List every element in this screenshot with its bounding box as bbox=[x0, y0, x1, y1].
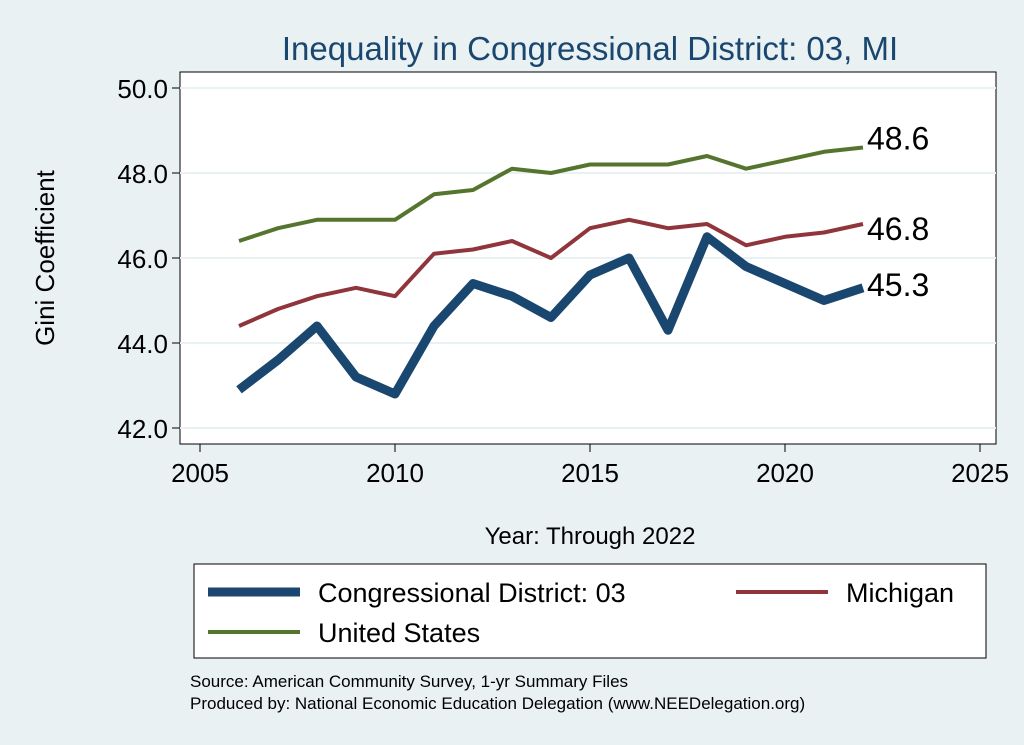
series-lines bbox=[236, 145, 865, 399]
x-tick-label: 2005 bbox=[171, 458, 229, 488]
y-tick-label: 50.0 bbox=[117, 74, 168, 104]
end-label-united-states: 48.6 bbox=[867, 121, 929, 157]
line-united-states bbox=[238, 145, 864, 243]
line-district bbox=[236, 232, 865, 399]
x-axis-title: Year: Through 2022 bbox=[485, 523, 696, 550]
x-tick-label: 2025 bbox=[951, 458, 1009, 488]
producer-note: Produced by: National Economic Education… bbox=[190, 694, 805, 713]
x-tick-label: 2010 bbox=[366, 458, 424, 488]
end-label-district: 45.3 bbox=[867, 267, 929, 303]
legend-label-michigan: Michigan bbox=[846, 578, 954, 608]
x-tick-label: 2015 bbox=[561, 458, 619, 488]
y-tick-label: 48.0 bbox=[117, 159, 168, 189]
y-tick-label: 44.0 bbox=[117, 329, 168, 359]
y-tick-label: 46.0 bbox=[117, 244, 168, 274]
gridlines bbox=[180, 87, 996, 429]
y-tick-label: 42.0 bbox=[117, 414, 168, 444]
end-label-michigan: 46.8 bbox=[867, 211, 929, 247]
source-note: Source: American Community Survey, 1-yr … bbox=[190, 672, 628, 691]
line-michigan bbox=[238, 217, 864, 328]
axes: 42.0 44.0 46.0 48.0 50.0 2005 2010 2015 2020 2025 bbox=[117, 74, 1009, 488]
x-tick-label: 2020 bbox=[756, 458, 814, 488]
legend bbox=[193, 563, 987, 659]
chart-title: Inequality in Congressional District: 03… bbox=[282, 30, 898, 67]
legend-label-united-states: United States bbox=[318, 618, 480, 648]
legend-label-district: Congressional District: 03 bbox=[318, 578, 626, 608]
end-labels: 45.3 46.8 48.6 bbox=[867, 121, 929, 303]
y-axis-title: Gini Coefficient bbox=[30, 169, 60, 346]
